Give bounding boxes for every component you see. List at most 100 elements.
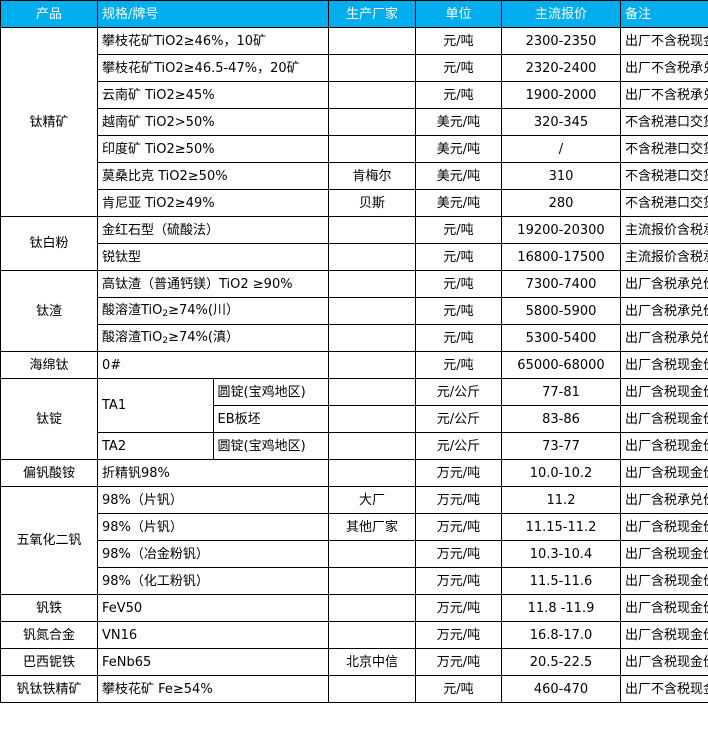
table-row: 海绵钛 0# 元/吨 65000-68000 出厂含税现金价	[0, 351, 708, 379]
cell-product: 钒铁	[0, 594, 98, 622]
cell-maker	[328, 324, 416, 352]
cell-maker	[328, 675, 416, 703]
table-body: 钛精矿攀枝花矿TiO2≥46%，10矿元/吨2300-2350出厂不含税现金价攀…	[0, 27, 708, 703]
cell-spec: 圆锭(宝鸡地区)	[212, 432, 329, 460]
cell-price: 16.8-17.0	[501, 621, 621, 649]
cell-maker	[328, 243, 416, 271]
cell-maker: 大厂	[328, 486, 416, 514]
cell-product: 偏钒酸铵	[0, 459, 98, 487]
cell-remark: 出厂含税承兑价	[620, 297, 708, 325]
cell-remark: 出厂含税现金价	[620, 432, 708, 460]
cell-price: 11.2	[501, 486, 621, 514]
table-header: 产品 规格/牌号 生产厂家 单位 主流报价 备注	[0, 0, 708, 28]
cell-remark: 出厂不含税承兑价	[620, 81, 708, 109]
table-row: 98%（冶金粉钒） 万元/吨 10.3-10.4 出厂含税现金价	[1, 540, 708, 568]
cell-spec: 攀枝花矿TiO2≥46.5-47%，20矿	[97, 54, 329, 82]
cell-price: 83-86	[501, 405, 621, 433]
cell-price: 5800-5900	[501, 297, 621, 325]
cell-maker	[328, 297, 416, 325]
cell-price: 7300-7400	[501, 270, 621, 298]
cell-price: 10.0-10.2	[501, 459, 621, 487]
cell-grade: TA1	[97, 378, 214, 433]
cell-spec: 云南矿 TiO2≥45%	[97, 81, 329, 109]
cell-unit: 万元/吨	[415, 486, 502, 514]
cell-remark: 主流报价含税承兑价	[620, 216, 708, 244]
cell-spec: 印度矿 TiO2≥50%	[97, 135, 329, 163]
cell-product: 钛精矿	[0, 27, 98, 217]
cell-product: 钒氮合金	[0, 621, 98, 649]
cell-product: 钒钛铁精矿	[0, 675, 98, 703]
price-table: 产品 规格/牌号 生产厂家 单位 主流报价 备注 钛精矿 攀枝花矿TiO2≥46%…	[0, 0, 708, 703]
cell-remark: 不含税港口交货	[620, 162, 708, 190]
cell-unit: 元/吨	[415, 675, 502, 703]
cell-unit: 元/吨	[415, 297, 502, 325]
cell-unit: 万元/吨	[415, 459, 502, 487]
subscript: 2	[162, 308, 169, 319]
cell-product: 钛白粉	[0, 216, 98, 271]
cell-maker	[328, 270, 416, 298]
cell-price: /	[501, 135, 621, 163]
cell-spec: 酸溶渣TiO2≥74%(川）	[97, 297, 329, 325]
header-row: 产品 规格/牌号 生产厂家 单位 主流报价 备注	[0, 0, 708, 28]
cell-spec: 锐钛型	[97, 243, 329, 271]
table-row: 钛渣 高钛渣（普通钙镁）TiO2 ≥90% 元/吨 7300-7400 出厂含税承兑价	[0, 270, 708, 352]
cell-remark: 出厂含税现金价	[620, 621, 708, 649]
table-row: 莫桑比克 TiO2≥50% 肯梅尔 美元/吨 310 不含税港口交货	[1, 162, 708, 190]
cell-product: 海绵钛	[0, 351, 98, 379]
cell-spec: VN16	[97, 621, 329, 649]
cell-unit: 美元/吨	[415, 135, 502, 163]
table-row: 印度矿 TiO2≥50% 美元/吨 / 不含税港口交货	[1, 135, 708, 163]
cell-maker	[328, 432, 416, 460]
cell-product: 巴西铌铁	[0, 648, 98, 676]
cell-maker	[328, 594, 416, 622]
cell-unit: 元/公斤	[415, 378, 502, 406]
cell-price: 2320-2400	[501, 54, 621, 82]
column-header-product: 产品	[0, 0, 98, 28]
cell-unit: 万元/吨	[415, 540, 502, 568]
cell-spec: 折精钒98%	[97, 459, 329, 487]
cell-remark: 出厂含税现金价	[620, 540, 708, 568]
cell-price: 11.5-11.6	[501, 567, 621, 595]
cell-maker: 肯梅尔	[328, 162, 416, 190]
cell-maker	[328, 405, 416, 433]
cell-spec: 98%（冶金粉钒）	[97, 540, 329, 568]
cell-spec: 攀枝花矿TiO2≥46%，10矿	[97, 27, 329, 55]
table-row: 钒氮合金 VN16 万元/吨 16.8-17.0 出厂含税现金价	[0, 621, 708, 649]
cell-unit: 美元/吨	[415, 108, 502, 136]
cell-remark: 出厂含税现金价	[620, 513, 708, 541]
cell-remark: 主流报价含税承兑价	[620, 243, 708, 271]
cell-remark: 出厂含税承兑价	[620, 270, 708, 298]
cell-unit: 元/吨	[415, 270, 502, 298]
cell-price: 65000-68000	[501, 351, 621, 379]
cell-price: 77-81	[501, 378, 621, 406]
cell-unit: 万元/吨	[415, 648, 502, 676]
cell-maker	[328, 459, 416, 487]
column-header-maker: 生产厂家	[328, 0, 416, 28]
cell-price: 280	[501, 189, 621, 217]
cell-remark: 不含税港口交货	[620, 108, 708, 136]
table-row: 98%（化工粉钒） 万元/吨 11.5-11.6 出厂含税现金价	[1, 567, 708, 595]
cell-remark: 不含税港口交货	[620, 189, 708, 217]
cell-price: 1900-2000	[501, 81, 621, 109]
cell-maker	[328, 27, 416, 55]
cell-remark: 出厂含税承兑价	[620, 486, 708, 514]
cell-unit: 元/吨	[415, 81, 502, 109]
cell-unit: 美元/吨	[415, 189, 502, 217]
cell-spec: 酸溶渣TiO2≥74%(滇）	[97, 324, 329, 352]
cell-unit: 元/吨	[415, 351, 502, 379]
cell-maker: 北京中信	[328, 648, 416, 676]
cell-unit: 万元/吨	[415, 567, 502, 595]
cell-maker: 其他厂家	[328, 513, 416, 541]
cell-unit: 美元/吨	[415, 162, 502, 190]
cell-remark: 出厂含税现金价	[620, 594, 708, 622]
table-row: 酸溶渣TiO2≥74%(川） 元/吨 5800-5900 出厂含税承兑价	[1, 297, 708, 325]
cell-maker	[328, 81, 416, 109]
cell-product: 钛锭	[0, 378, 98, 460]
table-row: 钛锭 TA1 圆锭(宝鸡地区) 元/公斤 77-81 出厂含税现金价	[0, 378, 708, 460]
cell-grade: TA2	[97, 432, 214, 460]
cell-spec: EB板坯	[212, 405, 329, 433]
cell-spec: FeNb65	[97, 648, 329, 676]
